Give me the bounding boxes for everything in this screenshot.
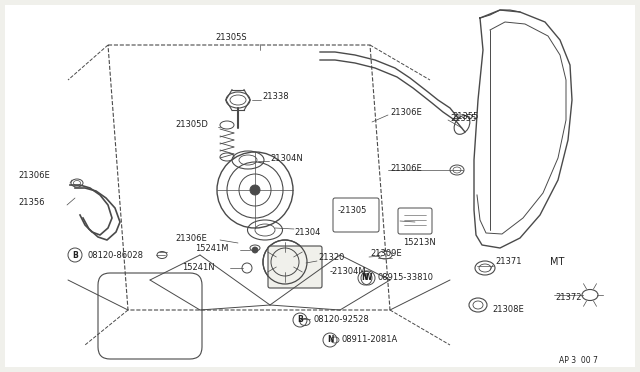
Text: B: B [72,250,78,260]
Circle shape [252,247,258,253]
Text: 21306E: 21306E [18,170,50,180]
Text: 15213N: 15213N [403,237,436,247]
Circle shape [250,185,260,195]
Text: 08120-86028: 08120-86028 [88,250,144,260]
Text: W: W [364,273,372,282]
Text: 08915-33810: 08915-33810 [378,273,434,282]
Text: -21304M: -21304M [330,267,367,276]
Text: 08120-92528: 08120-92528 [314,315,370,324]
Text: MT: MT [550,257,564,267]
Text: 21356: 21356 [18,198,45,206]
Text: 21338: 21338 [262,92,289,100]
Text: 08911-2081A: 08911-2081A [342,336,398,344]
Text: N: N [327,336,333,344]
Text: 21372: 21372 [555,292,582,301]
Text: 21306E: 21306E [390,108,422,116]
Text: 21320: 21320 [318,253,344,263]
Text: 21305D: 21305D [175,119,208,128]
Text: N: N [362,273,368,282]
Text: AP 3  00 7: AP 3 00 7 [559,356,598,365]
FancyBboxPatch shape [5,5,635,367]
Text: 21306E: 21306E [175,234,207,243]
Text: -21305: -21305 [338,205,367,215]
Text: 21304N: 21304N [270,154,303,163]
Text: 21308E: 21308E [492,305,524,314]
Text: B: B [297,315,303,324]
Text: 21304: 21304 [294,228,321,237]
Text: 21355: 21355 [450,113,476,122]
Text: 15241N: 15241N [182,263,214,273]
FancyBboxPatch shape [268,246,322,288]
Text: 15241M: 15241M [195,244,228,253]
Text: 21306E: 21306E [390,164,422,173]
Text: 21371: 21371 [495,257,522,266]
Text: 21355: 21355 [452,112,478,121]
Text: 21309E: 21309E [370,250,402,259]
Text: 21305S: 21305S [215,33,246,42]
